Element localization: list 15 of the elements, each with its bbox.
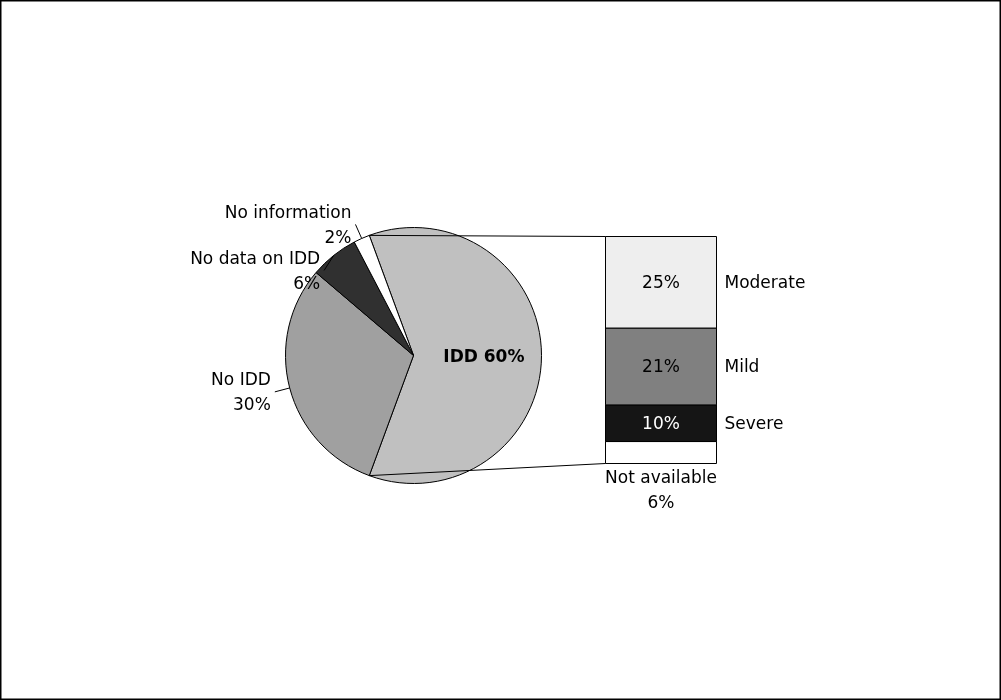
series-label: Moderate: [724, 272, 806, 293]
slice-label: No information: [224, 201, 352, 222]
slice-label: No data on IDD: [190, 247, 321, 268]
data-label: 30%: [233, 394, 271, 415]
data-label: 6%: [647, 492, 675, 512]
slice-label: IDD 60%: [443, 345, 525, 366]
data-label: 21%: [642, 356, 680, 377]
series-label: Not available: [605, 467, 717, 487]
series-label: Mild: [724, 356, 760, 377]
data-label: 6%: [293, 272, 321, 293]
series-label: Severe: [724, 413, 784, 434]
data-label: 2%: [324, 226, 352, 247]
data-label: 10%: [642, 413, 680, 434]
slice-label: No IDD: [211, 369, 271, 390]
data-label: 25%: [642, 272, 680, 293]
